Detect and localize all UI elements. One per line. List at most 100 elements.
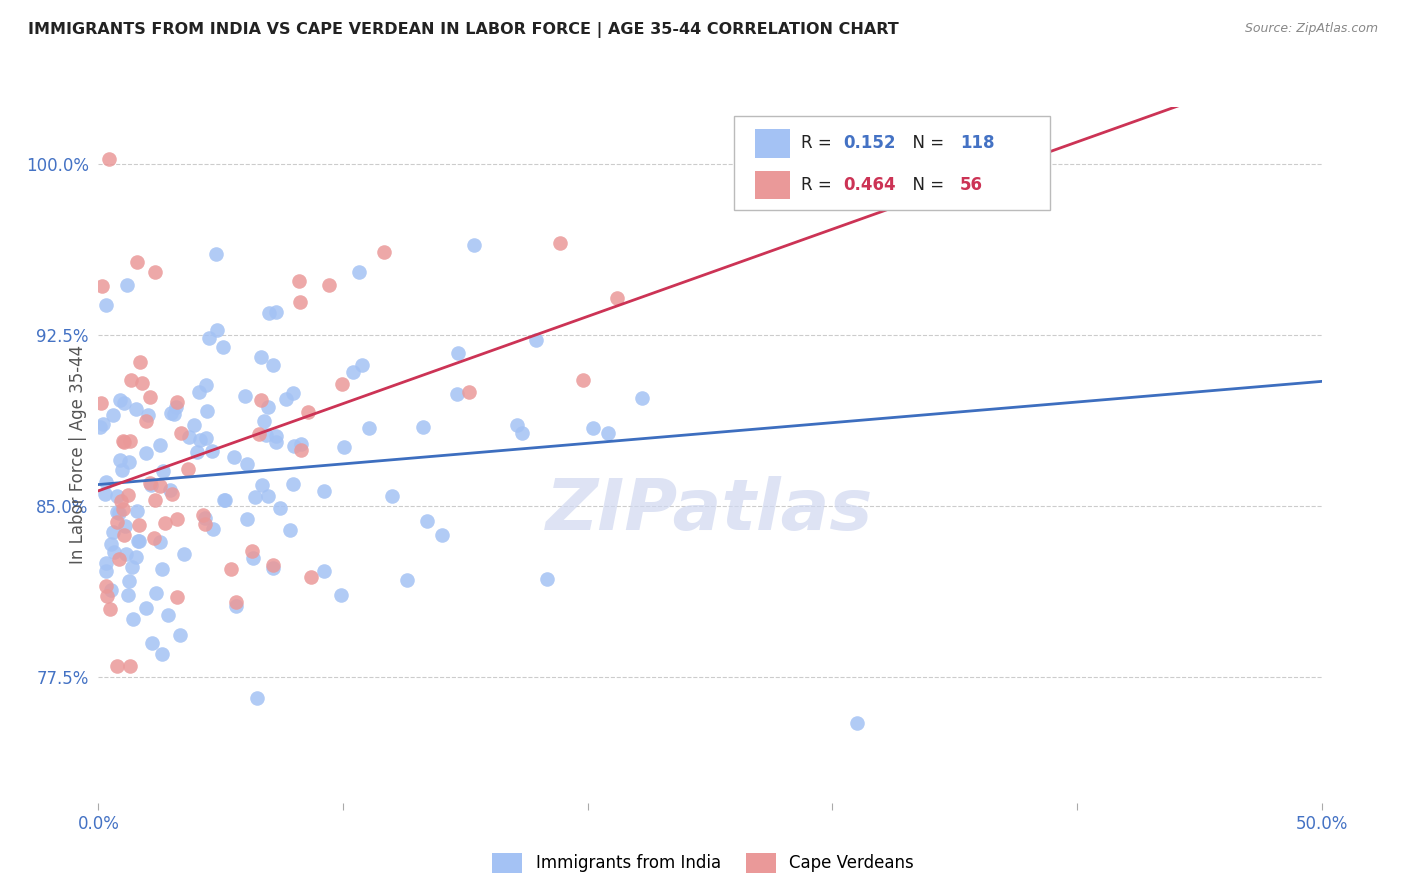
Point (141, 636, 163, 650)
Point (333, 440, 356, 454)
Point (98, 602, 121, 616)
Point (463, 238, 485, 252)
Point (96, 556, 118, 570)
Point (224, 450, 246, 464)
Text: 56: 56 (960, 177, 983, 194)
Text: 0.152: 0.152 (844, 135, 896, 153)
Point (139, 390, 162, 404)
Point (127, 533, 149, 548)
Point (233, 389, 256, 403)
Point (412, 419, 434, 434)
Point (318, 277, 340, 292)
Point (606, 291, 628, 305)
Point (288, 274, 311, 288)
Point (97, 152, 120, 166)
Point (166, 394, 188, 409)
Point (94, 564, 117, 578)
Point (124, 401, 146, 416)
Point (359, 421, 381, 435)
Point (120, 373, 142, 387)
Point (96, 589, 118, 603)
Point (121, 612, 143, 626)
Point (128, 534, 150, 549)
Point (166, 591, 188, 605)
Point (173, 547, 195, 561)
Point (107, 659, 129, 673)
Point (242, 551, 264, 566)
Text: Source: ZipAtlas.com: Source: ZipAtlas.com (1244, 22, 1378, 36)
Point (183, 417, 205, 432)
Point (125, 549, 148, 564)
Point (100, 582, 122, 597)
Point (236, 457, 259, 471)
Point (139, 475, 162, 490)
Point (139, 478, 162, 492)
Point (100, 537, 122, 551)
Point (290, 437, 312, 451)
Point (108, 551, 131, 566)
Point (205, 323, 228, 337)
Point (195, 404, 218, 418)
Point (225, 595, 247, 609)
Point (458, 385, 481, 400)
Text: IMMIGRANTS FROM INDIA VS CAPE VERDEAN IN LABOR FORCE | AGE 35-44 CORRELATION CHA: IMMIGRANTS FROM INDIA VS CAPE VERDEAN IN… (28, 22, 898, 38)
Point (221, 561, 243, 575)
Point (264, 434, 287, 449)
Point (110, 494, 132, 508)
Point (416, 515, 439, 529)
Point (195, 378, 218, 392)
Point (257, 400, 280, 414)
Point (278, 523, 301, 537)
Point (115, 278, 138, 293)
Point (332, 376, 354, 391)
Point (202, 522, 225, 536)
Point (257, 306, 280, 320)
Text: ZIPatlas: ZIPatlas (547, 476, 873, 545)
Point (205, 247, 228, 261)
Point (212, 492, 235, 507)
Point (166, 512, 188, 526)
Point (281, 477, 304, 491)
Point (143, 265, 166, 279)
Point (572, 373, 595, 387)
Point (269, 501, 291, 516)
Point (112, 502, 135, 516)
Point (194, 516, 217, 531)
Point (290, 295, 312, 310)
Point (264, 429, 287, 443)
Point (846, 715, 869, 730)
Point (138, 409, 160, 423)
Point (115, 547, 138, 561)
Point (506, 418, 529, 433)
Point (299, 570, 322, 584)
Point (283, 386, 305, 401)
Point (94, 486, 117, 500)
Point (262, 558, 284, 572)
Point (262, 359, 284, 373)
Point (257, 489, 280, 503)
Point (240, 544, 263, 558)
Point (179, 430, 201, 444)
Point (446, 387, 468, 401)
Point (112, 435, 135, 450)
Point (110, 453, 132, 467)
Point (101, 524, 124, 539)
Point (283, 439, 305, 453)
Point (114, 519, 136, 533)
Point (252, 414, 274, 428)
Point (91, 417, 114, 431)
Point (118, 455, 141, 469)
Point (163, 407, 186, 421)
Point (127, 503, 149, 517)
Point (381, 489, 404, 503)
Text: N =: N = (903, 135, 949, 153)
Point (157, 608, 180, 623)
Point (118, 434, 141, 448)
Point (329, 588, 352, 602)
Point (148, 479, 170, 493)
Point (225, 599, 247, 613)
Legend: Immigrants from India, Cape Verdeans: Immigrants from India, Cape Verdeans (485, 847, 921, 880)
Point (142, 531, 165, 545)
Point (342, 365, 364, 379)
Point (312, 483, 335, 498)
